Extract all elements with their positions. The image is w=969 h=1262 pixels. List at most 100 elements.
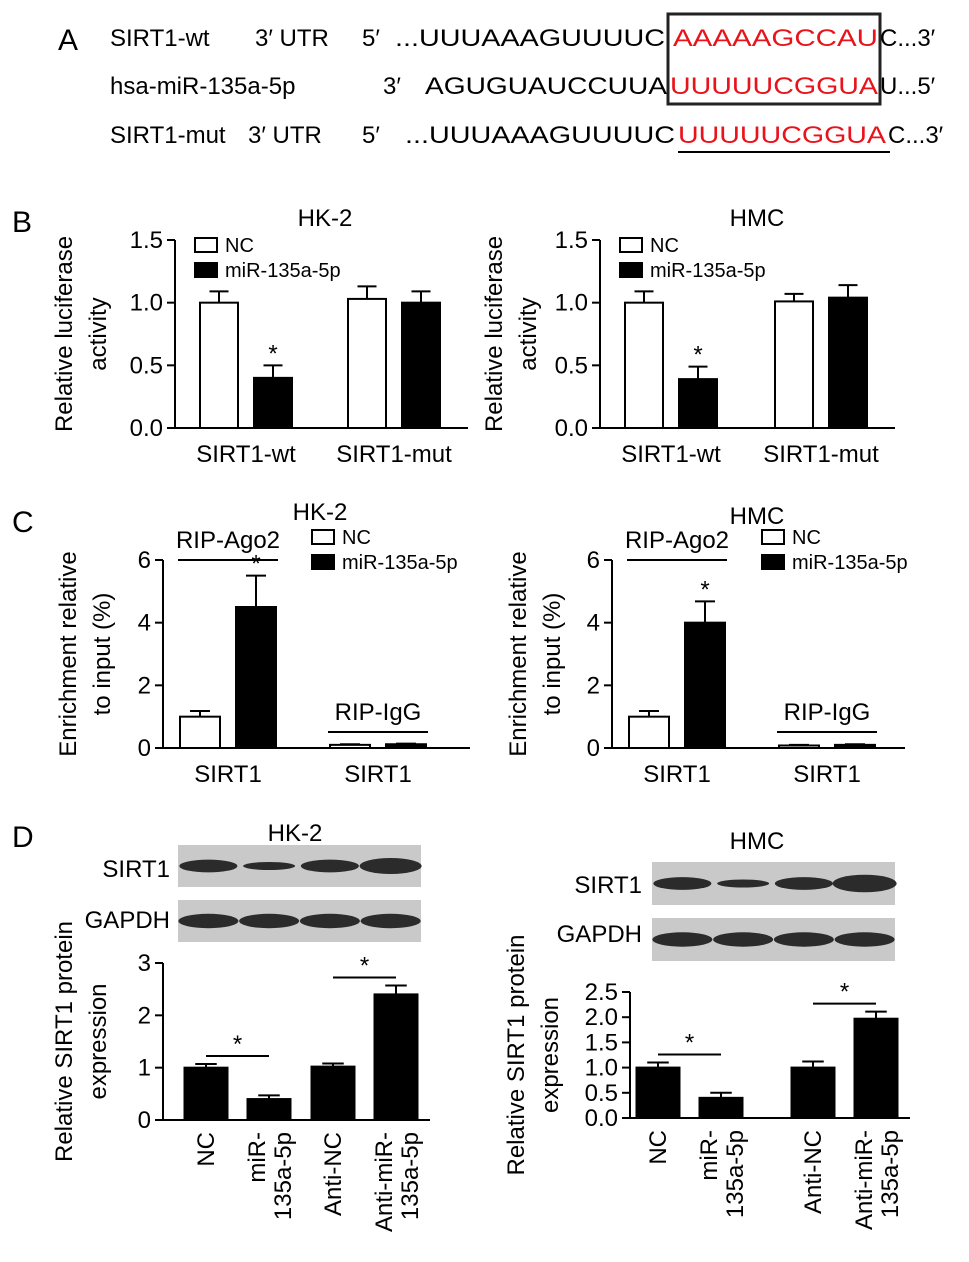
- y-tick-label: 1.0: [130, 290, 163, 317]
- y-axis-label: expression: [85, 983, 112, 1099]
- seq-tail: C...3′: [880, 25, 936, 52]
- y-tick-label: 0.0: [555, 415, 588, 442]
- y-tick-label: 1: [138, 1055, 151, 1082]
- x-tick-label: SIRT1-wt: [621, 441, 721, 468]
- seq-region: 3′ UTR: [255, 25, 329, 52]
- legend-label: miR-135a-5p: [650, 260, 766, 282]
- legend-label: NC: [650, 235, 679, 257]
- x-tick-label: SIRT1-mut: [336, 441, 452, 468]
- annotation: *: [693, 342, 702, 369]
- blot-band: [834, 932, 895, 947]
- group-label: RIP-Ago2: [625, 527, 729, 554]
- annotation: *: [685, 1030, 694, 1057]
- blot-band: [774, 877, 833, 890]
- seq-end: 5′: [362, 122, 380, 149]
- bar: [329, 743, 371, 749]
- legend-label: miR-135a-5p: [342, 552, 458, 574]
- y-tick-label: 0.0: [585, 1105, 618, 1132]
- y-tick-label: 6: [138, 547, 151, 574]
- blot-band: [300, 859, 359, 873]
- x-tick-label: Anti-NC: [320, 1132, 347, 1216]
- group-label: RIP-IgG: [335, 699, 422, 726]
- panel-letter: A: [58, 24, 78, 57]
- bar: [828, 296, 868, 429]
- x-tick-label: Anti-NC: [800, 1130, 827, 1214]
- y-tick-label: 2: [138, 672, 151, 699]
- blot-band: [653, 877, 712, 890]
- legend-label: miR-135a-5p: [792, 552, 908, 574]
- x-tick-label: Anti-miR-135a-5p: [371, 1132, 424, 1232]
- blot-band: [179, 859, 238, 873]
- bar: [253, 376, 293, 430]
- y-axis-label: Relative luciferase: [51, 236, 78, 432]
- x-tick-label: SIRT1: [793, 761, 861, 788]
- bar: [790, 1066, 836, 1119]
- chart-title: HMC: [730, 503, 785, 530]
- bar: [246, 1098, 292, 1121]
- y-tick-label: 0: [138, 735, 151, 762]
- chart-title: HK-2: [268, 820, 323, 847]
- blot-band: [243, 862, 296, 870]
- bar: [628, 715, 670, 750]
- y-tick-label: 0: [138, 1107, 151, 1134]
- chart-title: HK-2: [293, 499, 348, 526]
- legend-label: NC: [342, 527, 371, 549]
- seq-site: UUUUUCGGUA: [678, 122, 886, 149]
- y-tick-label: 1.5: [585, 1029, 618, 1056]
- x-tick-label: SIRT1-wt: [196, 441, 296, 468]
- y-tick-label: 0.5: [555, 352, 588, 379]
- seq-region: 3′ UTR: [248, 122, 322, 149]
- blots: [178, 845, 897, 961]
- seq-site: AAAAAGCCAU: [673, 25, 878, 52]
- y-axis-label: expression: [537, 997, 564, 1113]
- legend-swatch: [619, 237, 643, 253]
- x-tick-label: Anti-miR-135a-5p: [851, 1130, 904, 1230]
- blot-label: GAPDH: [557, 921, 642, 948]
- bar: [385, 743, 427, 749]
- bar: [179, 715, 221, 750]
- y-tick-label: 0.5: [585, 1080, 618, 1107]
- y-tick-label: 2: [587, 672, 600, 699]
- legend-swatch: [761, 529, 785, 545]
- annotation: *: [700, 576, 709, 603]
- bar: [853, 1017, 899, 1119]
- y-axis-label: Relative SIRT1 protein: [51, 921, 78, 1162]
- y-tick-label: 3: [138, 950, 151, 977]
- legend-swatch: [619, 262, 643, 278]
- y-tick-label: 2.0: [585, 1004, 618, 1031]
- bar: [235, 606, 277, 749]
- blot-label: GAPDH: [85, 907, 170, 934]
- x-tick-label: miR-135a-5p: [696, 1130, 749, 1218]
- panel-letter: D: [12, 821, 34, 854]
- blot-label: SIRT1: [102, 856, 170, 883]
- chart-title: HMC: [730, 828, 785, 855]
- x-tick-label: SIRT1: [344, 761, 412, 788]
- blot-band: [832, 874, 897, 893]
- y-axis-label: Enrichment relative: [55, 551, 82, 756]
- bar: [778, 744, 820, 750]
- y-tick-label: 1.5: [130, 227, 163, 254]
- annotation: *: [268, 340, 277, 367]
- group-label: RIP-IgG: [784, 699, 871, 726]
- legend-swatch: [311, 554, 335, 570]
- y-tick-label: 1.5: [555, 227, 588, 254]
- legend-label: NC: [225, 235, 254, 257]
- annotation: *: [233, 1031, 242, 1058]
- bar: [183, 1066, 229, 1121]
- bar: [199, 301, 239, 429]
- bar: [347, 297, 387, 430]
- x-tick-label: SIRT1-mut: [763, 441, 879, 468]
- seq-name: SIRT1-wt: [110, 25, 210, 52]
- bar: [373, 993, 419, 1122]
- seq-end: 5′: [362, 25, 380, 52]
- blot-band: [773, 932, 834, 947]
- x-tick-label: NC: [645, 1130, 672, 1165]
- legend-swatch: [761, 554, 785, 570]
- y-tick-label: 2: [138, 1002, 151, 1029]
- blot-label: SIRT1: [574, 872, 642, 899]
- seq: ...UUUAAAGUUUUC: [395, 25, 665, 52]
- y-tick-label: 4: [138, 610, 151, 637]
- annotation: *: [840, 979, 849, 1006]
- seq-name: SIRT1-mut: [110, 122, 226, 149]
